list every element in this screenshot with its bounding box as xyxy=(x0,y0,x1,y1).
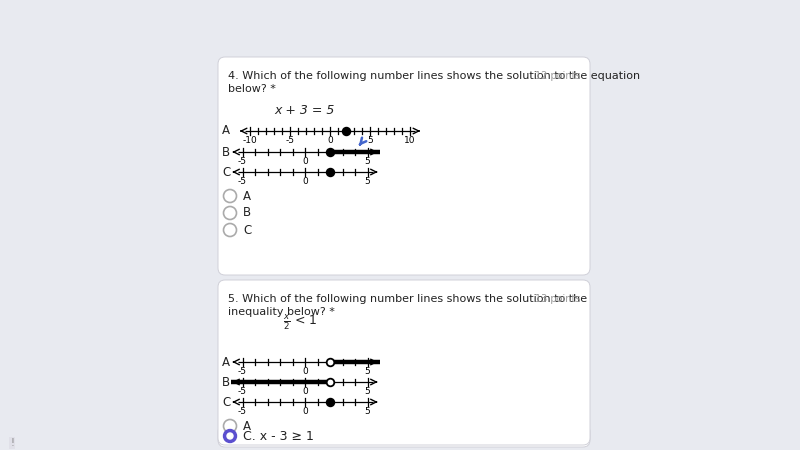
Text: B: B xyxy=(243,207,251,220)
Text: 5: 5 xyxy=(365,177,370,186)
Text: B: B xyxy=(222,375,230,388)
Circle shape xyxy=(223,419,237,432)
Text: 5: 5 xyxy=(365,387,370,396)
Text: inequality below? *: inequality below? * xyxy=(228,307,335,317)
Circle shape xyxy=(227,433,233,439)
Circle shape xyxy=(223,224,237,237)
FancyBboxPatch shape xyxy=(218,280,590,445)
Text: -5: -5 xyxy=(238,407,247,416)
Text: -5: -5 xyxy=(238,157,247,166)
Text: C: C xyxy=(222,166,230,179)
Circle shape xyxy=(223,207,237,220)
Text: -5: -5 xyxy=(238,177,247,186)
Text: 0: 0 xyxy=(302,367,308,376)
Text: 0: 0 xyxy=(327,136,333,145)
Text: 12 points: 12 points xyxy=(535,71,581,81)
Text: 5: 5 xyxy=(365,157,370,166)
Text: -10: -10 xyxy=(242,136,258,145)
Text: 5: 5 xyxy=(367,136,373,145)
Text: 10: 10 xyxy=(404,136,416,145)
Text: 0: 0 xyxy=(302,387,308,396)
FancyBboxPatch shape xyxy=(218,425,590,447)
Circle shape xyxy=(223,429,237,442)
Text: $\frac{x}{2}$ < 1: $\frac{x}{2}$ < 1 xyxy=(282,312,318,332)
Text: 0: 0 xyxy=(302,157,308,166)
Text: 0: 0 xyxy=(302,177,308,186)
Text: C: C xyxy=(222,396,230,409)
Text: 5. Which of the following number lines shows the solution to the: 5. Which of the following number lines s… xyxy=(228,294,587,304)
Text: -5: -5 xyxy=(238,367,247,376)
Text: -5: -5 xyxy=(286,136,294,145)
Text: B: B xyxy=(222,145,230,158)
Text: A: A xyxy=(243,419,251,432)
Text: A: A xyxy=(222,125,230,138)
Text: 13 points: 13 points xyxy=(535,294,581,304)
Text: A: A xyxy=(243,189,251,202)
Circle shape xyxy=(223,189,237,202)
Text: 5: 5 xyxy=(365,367,370,376)
Text: below? *: below? * xyxy=(228,84,276,94)
FancyBboxPatch shape xyxy=(218,57,590,275)
Text: 0: 0 xyxy=(302,407,308,416)
Text: 4. Which of the following number lines shows the solution to the equation: 4. Which of the following number lines s… xyxy=(228,71,640,81)
Text: x + 3 = 5: x + 3 = 5 xyxy=(275,104,335,117)
Text: C. x - 3 ≥ 1: C. x - 3 ≥ 1 xyxy=(243,429,314,442)
Text: 5: 5 xyxy=(365,407,370,416)
Text: -5: -5 xyxy=(238,387,247,396)
Text: !: ! xyxy=(10,438,14,448)
Text: C: C xyxy=(243,224,251,237)
Text: A: A xyxy=(222,356,230,369)
